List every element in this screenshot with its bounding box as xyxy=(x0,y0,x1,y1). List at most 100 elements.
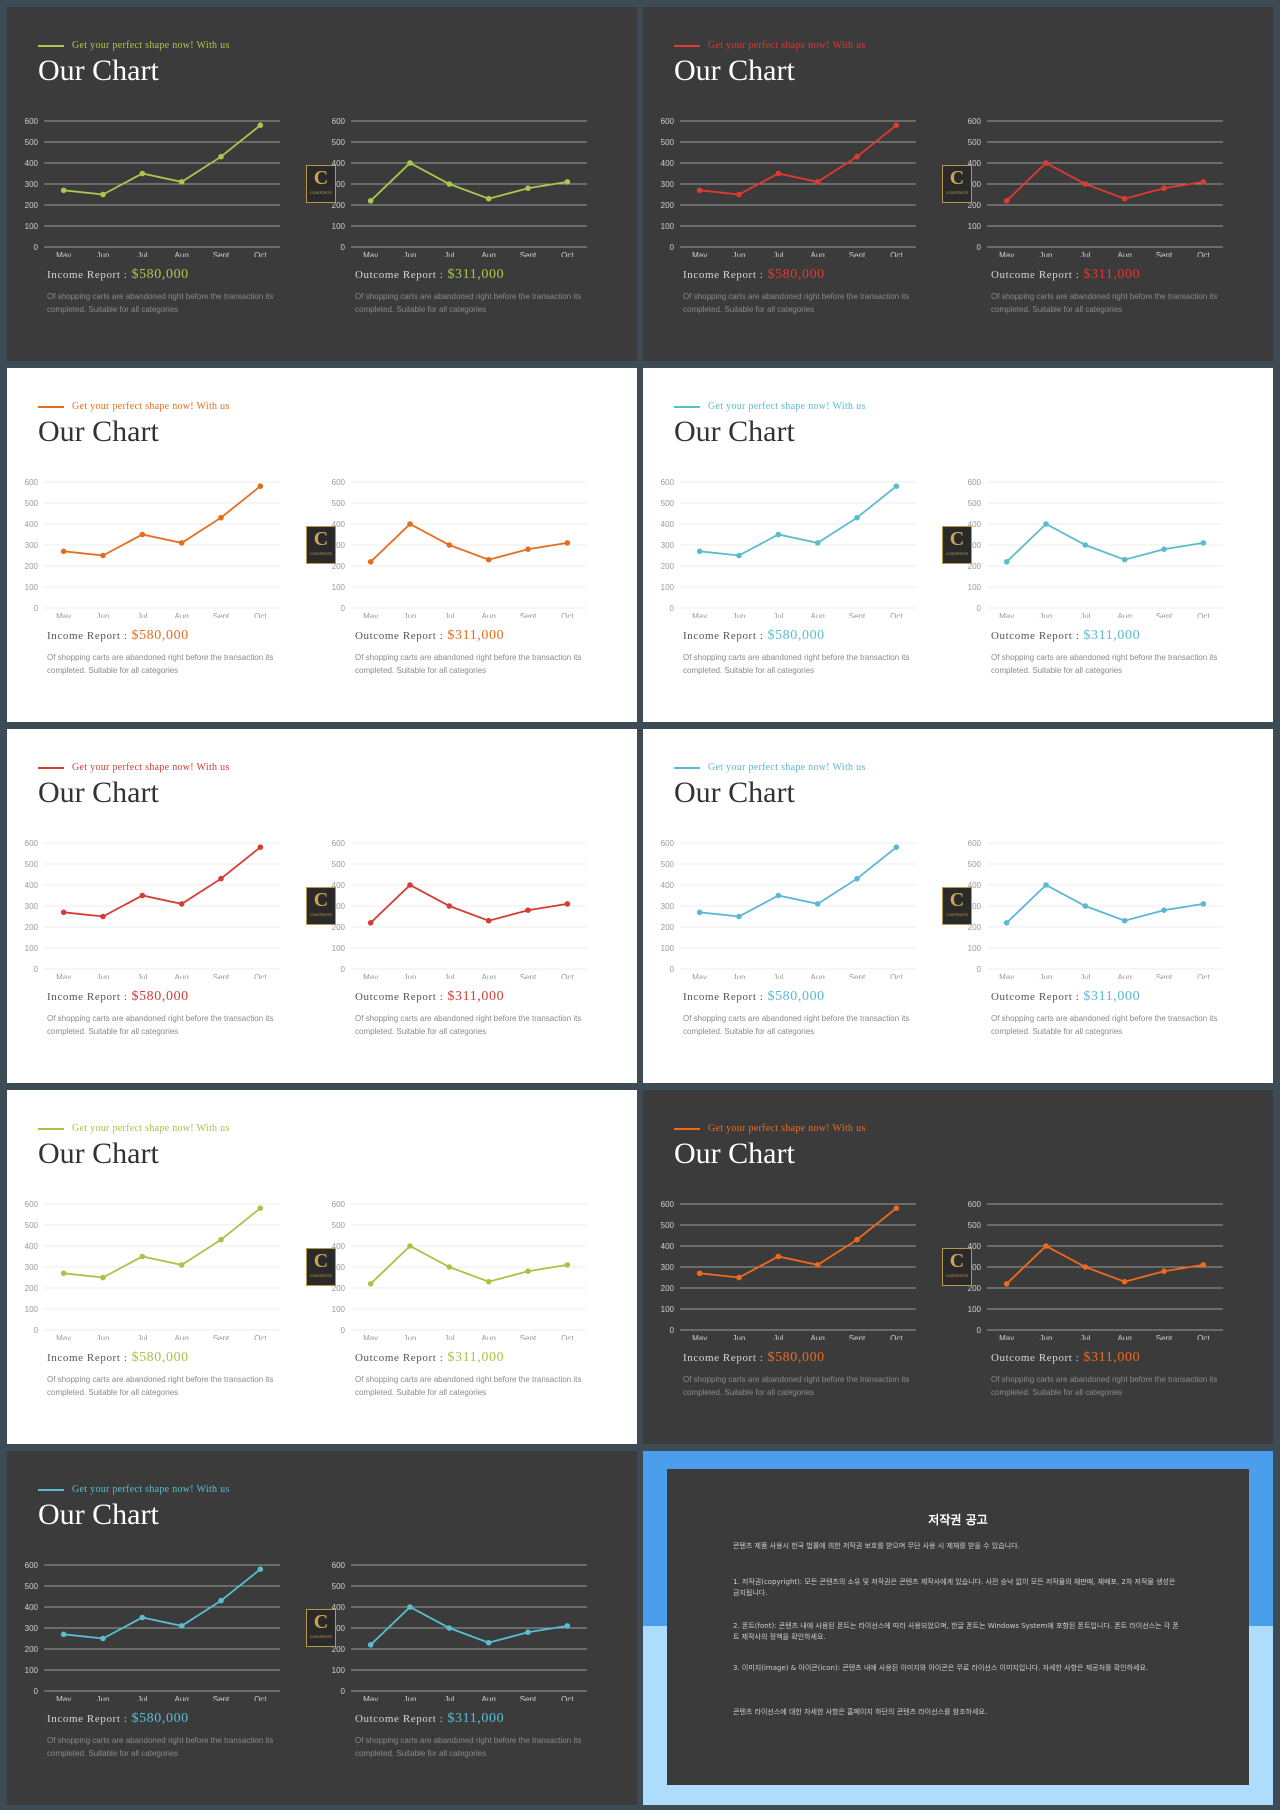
x-tick-label: Oct xyxy=(890,973,903,979)
x-tick-label: Sept xyxy=(849,1334,866,1340)
income-data-point xyxy=(814,1262,821,1268)
y-tick-label: 200 xyxy=(968,562,982,571)
tagline: Get your perfect shape now! With us xyxy=(38,40,230,51)
tagline-text: Get your perfect shape now! With us xyxy=(72,1123,230,1134)
income-line-chart: 0 100 200 300 400 500 600 May Jun Jul Aug Sept Oct xyxy=(25,478,280,618)
income-data-point xyxy=(814,540,821,546)
y-tick-label: 0 xyxy=(341,243,346,252)
y-tick-label: 200 xyxy=(25,1284,39,1293)
income-report: Income Report : $580,000 xyxy=(47,267,189,283)
income-report-label: Income Report : xyxy=(683,1352,764,1364)
outcome-report-value: $311,000 xyxy=(1083,989,1141,1004)
x-tick-label: Sept xyxy=(1156,612,1173,618)
x-tick-label: Oct xyxy=(254,1695,267,1701)
x-tick-label: May xyxy=(56,251,71,257)
income-report-label: Income Report : xyxy=(683,269,764,281)
y-tick-label: 300 xyxy=(968,180,982,189)
outcome-report: Outcome Report : $311,000 xyxy=(991,628,1140,644)
tagline-dash xyxy=(38,1488,64,1491)
y-tick-label: 500 xyxy=(332,138,346,147)
x-tick-label: Aug xyxy=(811,251,825,257)
y-tick-label: 200 xyxy=(332,1645,346,1654)
y-tick-label: 600 xyxy=(332,1561,346,1570)
logo-letter: C xyxy=(949,1250,965,1272)
x-tick-label: Oct xyxy=(1197,1334,1210,1340)
income-description: Of shopping carts are abandoned right be… xyxy=(47,653,274,675)
y-tick-label: 0 xyxy=(670,243,675,252)
x-tick-label: May xyxy=(363,612,378,618)
tagline: Get your perfect shape now! With us xyxy=(674,1123,866,1134)
x-tick-label: Oct xyxy=(254,251,267,257)
y-tick-label: 400 xyxy=(25,1242,39,1251)
logo-letter: C xyxy=(313,1250,329,1272)
notice-paragraph: 콘텐츠 제품 사용시 한국 법률에 의한 저작권 보호를 받으며 무단 사용 시… xyxy=(733,1542,1020,1550)
slide-title: Our Chart xyxy=(674,776,795,809)
x-tick-label: Sept xyxy=(849,612,866,618)
income-data-point xyxy=(139,1253,146,1260)
y-tick-label: 500 xyxy=(968,499,982,508)
y-tick-label: 0 xyxy=(977,604,982,613)
y-tick-label: 100 xyxy=(332,1305,346,1314)
y-tick-label: 0 xyxy=(670,965,675,974)
outcome-data-point xyxy=(1082,903,1089,909)
income-description: Of shopping carts are abandoned right be… xyxy=(683,1014,910,1036)
income-data-point xyxy=(775,170,782,177)
outcome-data-point xyxy=(1003,559,1010,565)
tagline: Get your perfect shape now! With us xyxy=(38,1123,230,1134)
income-data-point xyxy=(100,191,106,198)
income-line-chart: 0 100 200 300 400 500 600 May Jun Jul Aug Sept Oct xyxy=(25,117,280,257)
outcome-report: Outcome Report : $311,000 xyxy=(355,989,504,1005)
y-tick-label: 200 xyxy=(661,201,675,210)
income-data-point xyxy=(893,122,900,128)
income-series-line xyxy=(699,485,897,557)
tagline: Get your perfect shape now! With us xyxy=(674,401,866,412)
x-tick-label: Oct xyxy=(1197,612,1210,618)
chart-slide-7: Get your perfect shape now! With us Our C… xyxy=(7,1090,637,1444)
copyright-notice-slide: 저작권 공고 콘텐츠 제품 사용시 한국 법률에 의한 저작권 보호를 받으며 무… xyxy=(643,1451,1273,1805)
outcome-description: Of shopping carts are abandoned right be… xyxy=(355,292,582,314)
y-tick-label: 600 xyxy=(661,1200,675,1209)
x-tick-label: Sept xyxy=(520,973,537,979)
income-line-chart: 0 100 200 300 400 500 600 May Jun Jul Aug Sept Oct xyxy=(661,1200,916,1340)
y-tick-label: 600 xyxy=(661,478,675,487)
y-tick-label: 600 xyxy=(968,478,982,487)
outcome-data-point xyxy=(1043,1243,1049,1249)
x-tick-label: Oct xyxy=(1197,973,1210,979)
x-tick-label: Aug xyxy=(1118,612,1132,618)
contents-logo: C CONTENTS xyxy=(306,165,336,203)
y-tick-label: 600 xyxy=(25,1561,39,1570)
x-tick-label: Sept xyxy=(1156,1334,1173,1340)
outcome-report-value: $311,000 xyxy=(447,1711,505,1726)
x-tick-label: Oct xyxy=(561,973,574,979)
outcome-report-label: Outcome Report : xyxy=(355,269,444,281)
income-report: Income Report : $580,000 xyxy=(683,628,825,644)
y-tick-label: 100 xyxy=(968,944,982,953)
x-tick-label: Jul xyxy=(773,973,783,979)
x-tick-label: Aug xyxy=(175,1695,189,1701)
income-data-point xyxy=(814,901,821,907)
y-tick-label: 100 xyxy=(968,583,982,592)
outcome-data-point xyxy=(485,1278,492,1285)
income-report: Income Report : $580,000 xyxy=(683,989,825,1005)
income-report-label: Income Report : xyxy=(47,1713,128,1725)
outcome-data-point xyxy=(485,1639,492,1646)
y-tick-label: 400 xyxy=(968,159,982,168)
tagline-text: Get your perfect shape now! With us xyxy=(72,762,230,773)
x-tick-label: Sept xyxy=(213,1695,230,1701)
y-tick-label: 600 xyxy=(25,478,39,487)
x-tick-label: May xyxy=(363,1695,378,1701)
outcome-description: Of shopping carts are abandoned right be… xyxy=(355,653,582,675)
x-tick-label: Jun xyxy=(733,251,746,257)
x-tick-label: Oct xyxy=(1197,251,1210,257)
outcome-data-point xyxy=(1121,556,1128,563)
income-data-point xyxy=(60,1631,67,1638)
y-tick-label: 400 xyxy=(332,1603,346,1612)
y-tick-label: 200 xyxy=(968,1284,982,1293)
tagline-dash xyxy=(38,1127,64,1130)
income-report-label: Income Report : xyxy=(47,991,128,1003)
slide-title: Our Chart xyxy=(38,54,159,87)
x-tick-label: Jul xyxy=(1080,1334,1090,1340)
x-tick-label: Oct xyxy=(561,251,574,257)
income-description: Of shopping carts are abandoned right be… xyxy=(683,292,910,314)
